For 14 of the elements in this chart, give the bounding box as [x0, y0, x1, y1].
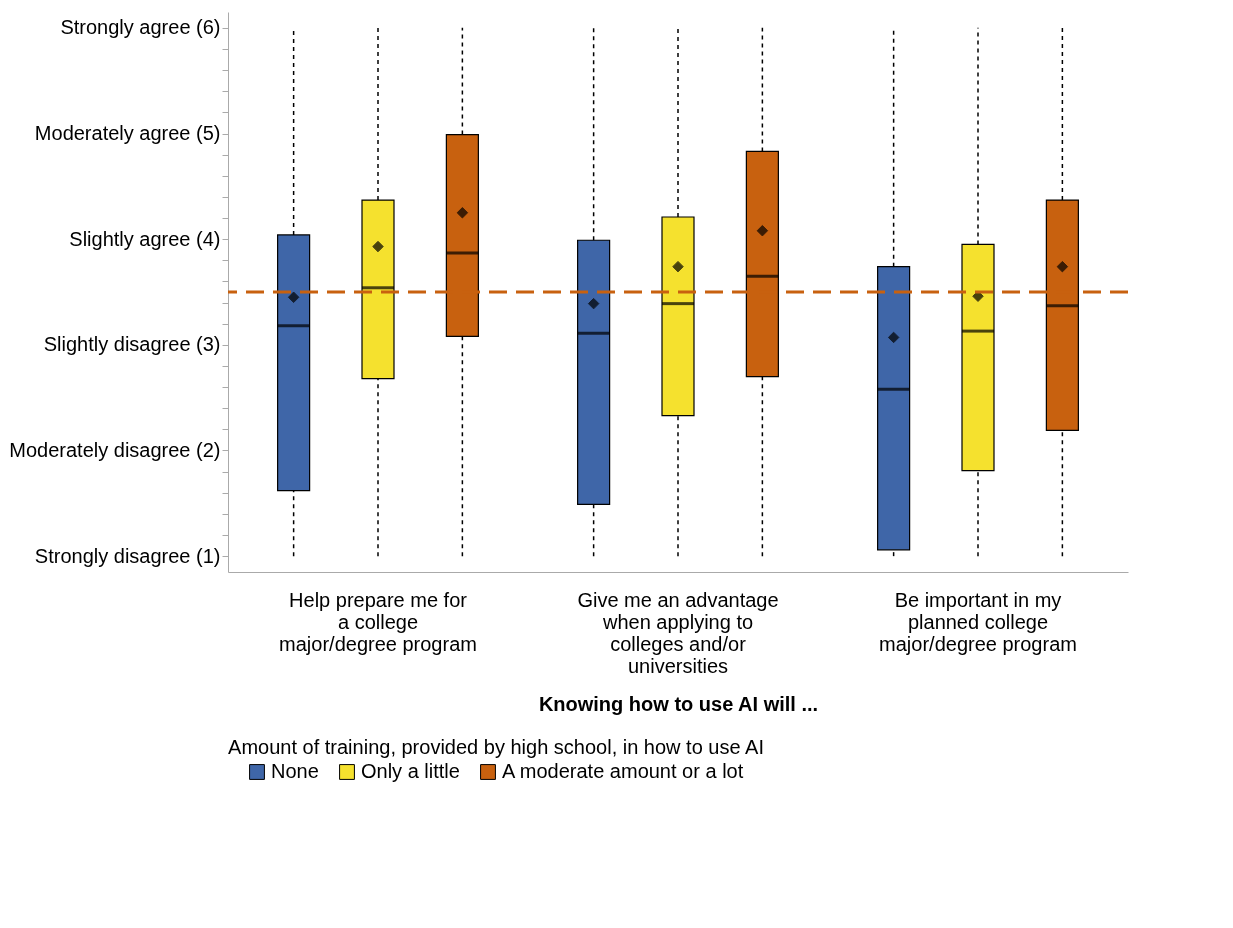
y-tick-label: Moderately disagree (2) — [9, 438, 221, 461]
x-tick-label: Give me an advantage when applying to colleges and/or universities — [577, 588, 779, 677]
y-tick-label: Moderately agree (5) — [34, 122, 221, 145]
x-axis-title: Knowing how to use AI will ... — [538, 692, 819, 715]
legend-title: Amount of training, provided by high school, in how to use AI — [228, 736, 764, 758]
y-tick-label: Slightly disagree (3) — [43, 333, 221, 356]
legend-label: Only a little — [361, 760, 460, 782]
y-tick-label: Strongly agree (6) — [60, 16, 221, 39]
x-tick-label: Be important in my planned college major/degree program — [879, 588, 1077, 655]
legend-label: A moderate amount or a lot — [502, 760, 744, 782]
y-tick-label: Slightly agree (4) — [69, 227, 221, 250]
y-tick-label: Strongly disagree (1) — [34, 544, 221, 567]
legend-label: None — [271, 760, 319, 782]
x-tick-label: Help prepare me for a college major/degree program — [279, 588, 477, 655]
